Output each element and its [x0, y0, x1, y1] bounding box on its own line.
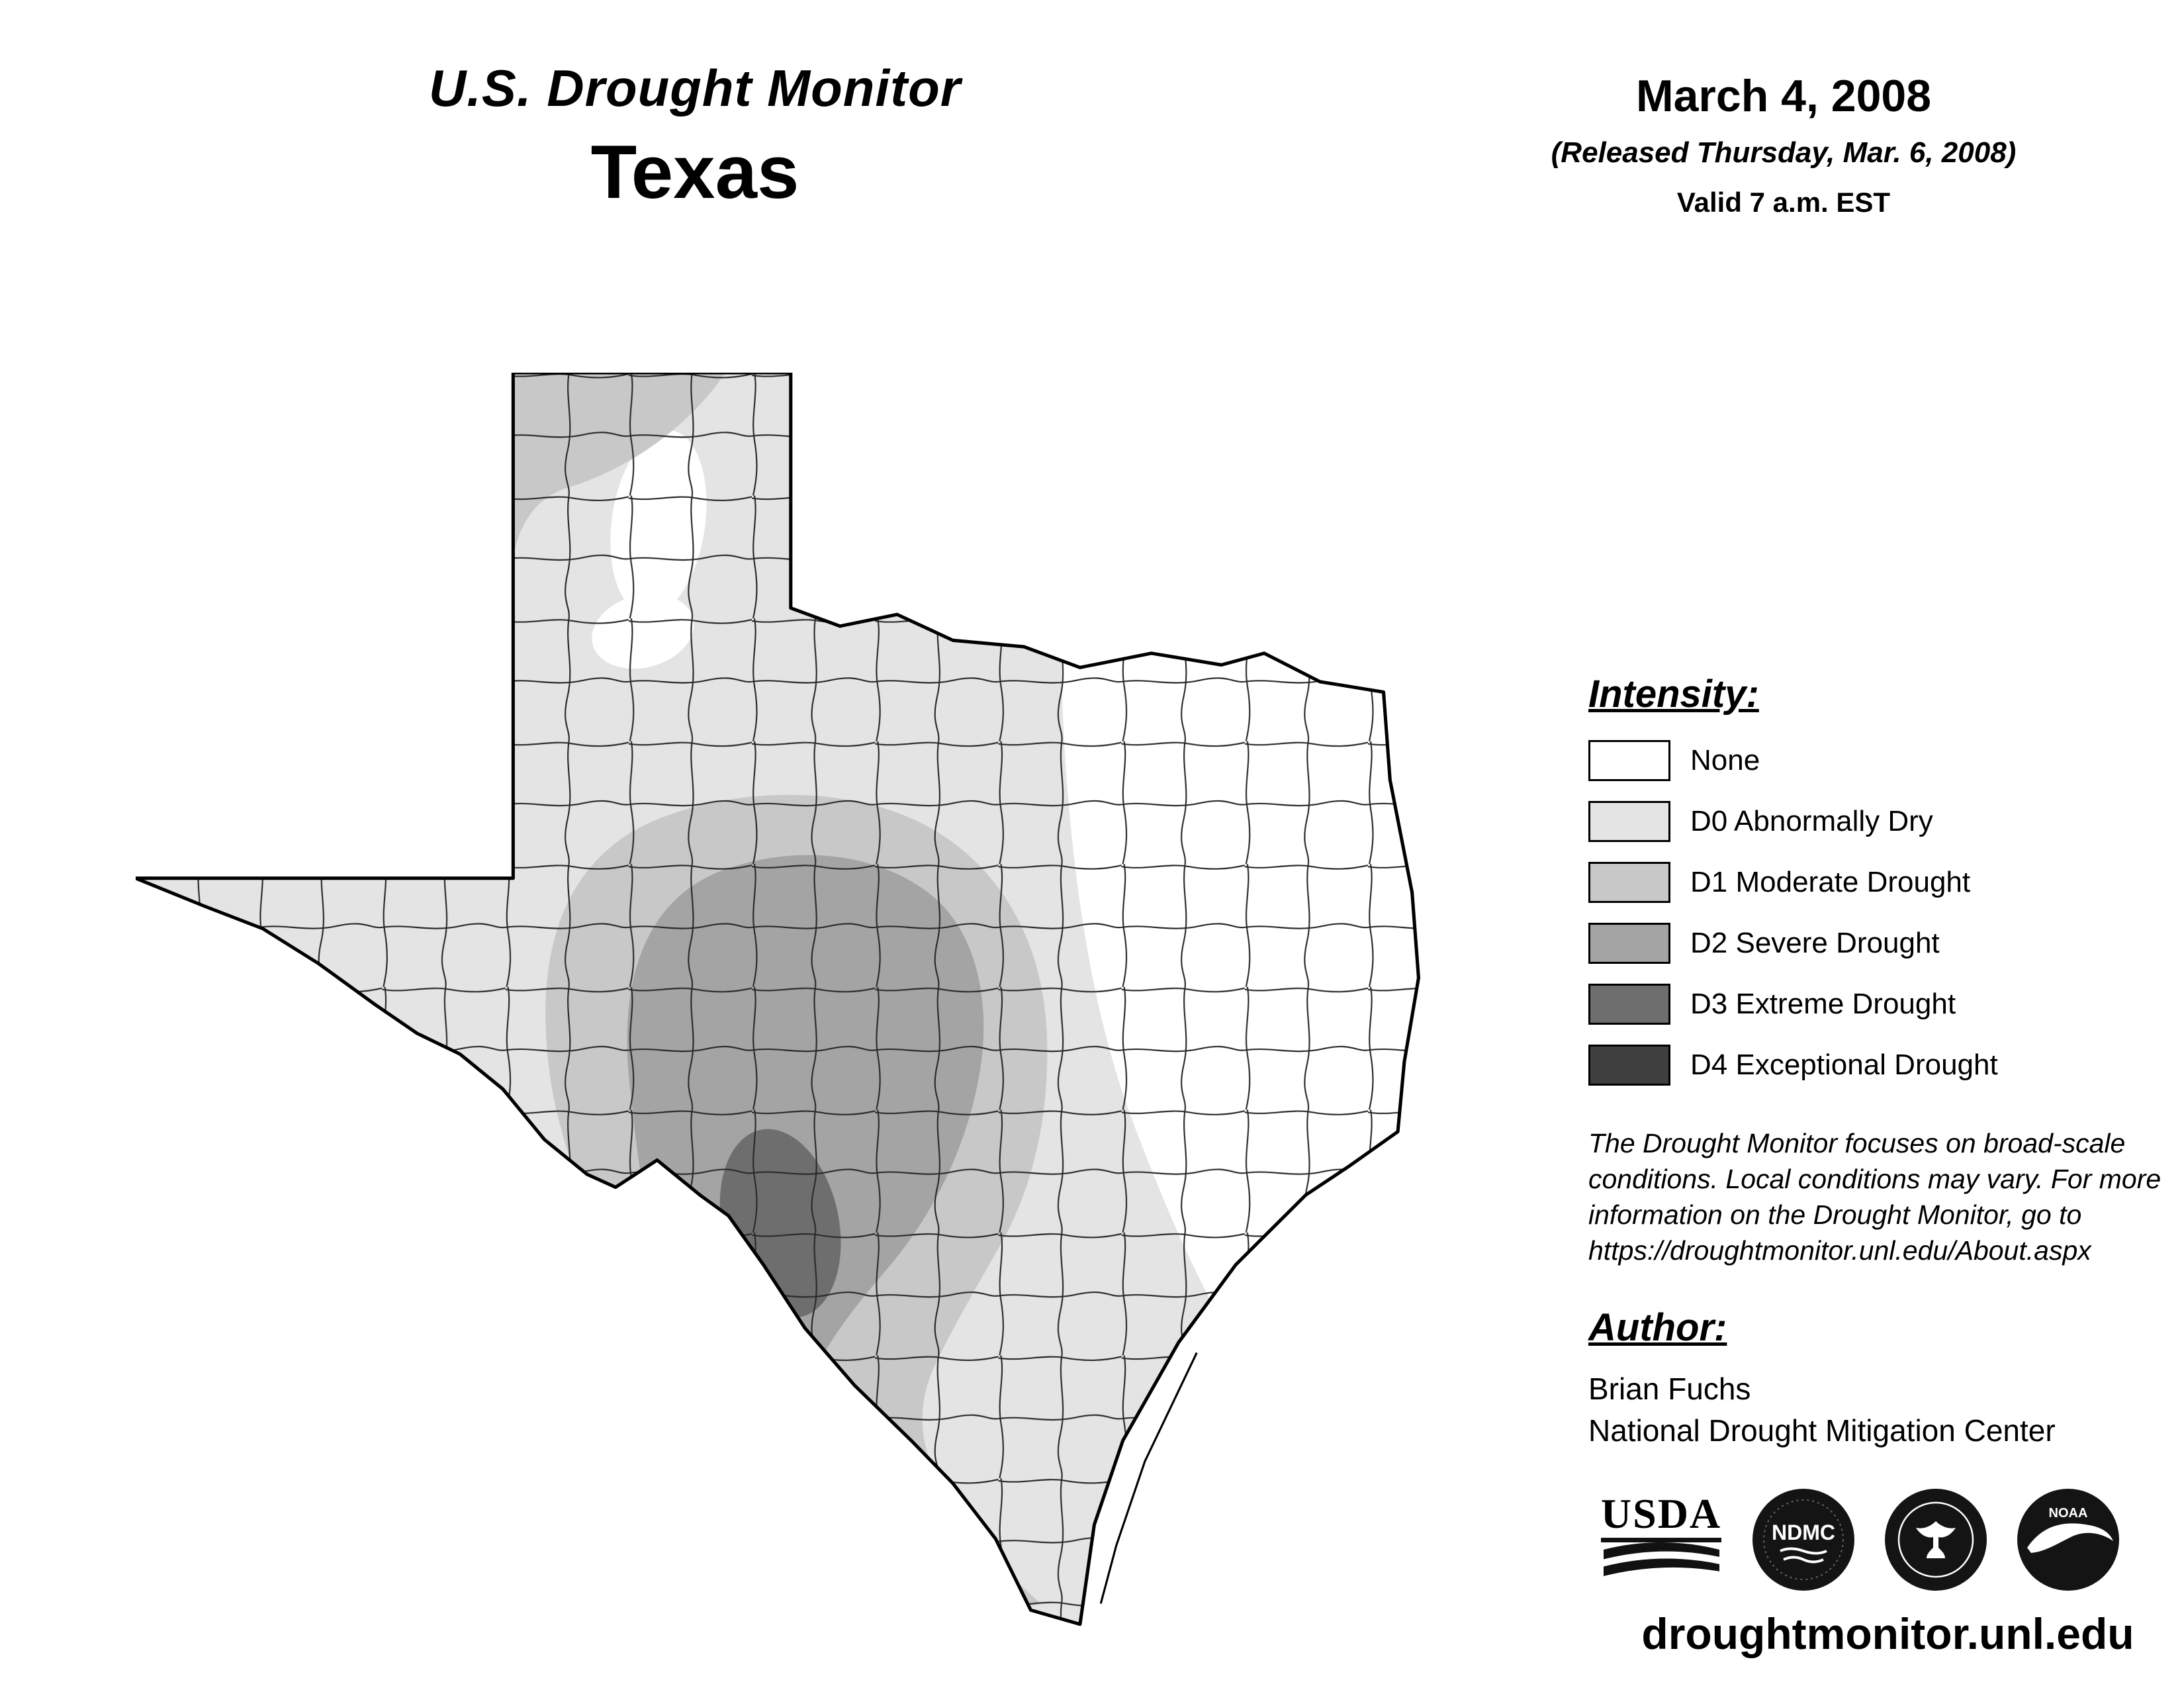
footer-url: droughtmonitor.unl.edu — [1641, 1609, 2134, 1658]
legend-label: None — [1690, 744, 1760, 776]
legend-heading: Intensity: — [1588, 673, 1759, 716]
logos-row: USDA NDMC NOAA — [1598, 1481, 2184, 1597]
county-grid — [136, 373, 1419, 1624]
author-block: Author: Brian Fuchs National Drought Mit… — [1588, 1305, 2184, 1452]
legend-label: D3 Extreme Drought — [1690, 988, 1956, 1020]
legend-swatch-d1 — [1588, 862, 1670, 903]
legend-swatch-d3 — [1588, 984, 1670, 1025]
legend-label: D2 Severe Drought — [1690, 927, 1940, 959]
texas-drought-map — [136, 373, 1433, 1645]
noaa-gull-icon — [2027, 1523, 2113, 1553]
valid-time: Valid 7 a.m. EST — [1676, 187, 1891, 218]
legend-item-d2: D2 Severe Drought — [1588, 923, 2184, 964]
texas-map-svg — [136, 373, 1420, 1626]
barrier-island-line — [1099, 1352, 1198, 1604]
date-block: March 4, 2008 (Released Thursday, Mar. 6… — [1423, 70, 2144, 218]
author-name: Brian Fuchs — [1588, 1372, 1751, 1406]
noaa-logo-text: NOAA — [2049, 1506, 2088, 1521]
author-heading: Author: — [1588, 1306, 1727, 1349]
intensity-legend: Intensity: None D0 Abnormally Dry D1 Mod… — [1588, 672, 2184, 1105]
noaa-logo: NOAA — [2017, 1488, 2119, 1591]
ndmc-logo: NDMC — [1752, 1488, 1854, 1591]
legend-swatch-d2 — [1588, 923, 1670, 964]
usda-logo-text: USDA — [1600, 1492, 1722, 1542]
report-title: U.S. Drought Monitor — [428, 59, 962, 117]
disclaimer-text: The Drought Monitor focuses on broad-sca… — [1588, 1128, 2161, 1266]
legend-item-d3: D3 Extreme Drought — [1588, 984, 2184, 1025]
map-date: March 4, 2008 — [1635, 71, 1932, 121]
region-title: Texas — [590, 130, 799, 214]
texas-outline — [136, 373, 1420, 1626]
eagle-icon — [1916, 1521, 1956, 1558]
legend-label: D0 Abnormally Dry — [1690, 805, 1933, 837]
title-block: U.S. Drought Monitor Texas — [165, 58, 1224, 216]
author-org: National Drought Mitigation Center — [1588, 1413, 2056, 1448]
legend-swatch-none — [1588, 740, 1670, 781]
legend-label: D1 Moderate Drought — [1690, 866, 1971, 898]
release-date: (Released Thursday, Mar. 6, 2008) — [1551, 136, 2017, 169]
legend-label: D4 Exceptional Drought — [1690, 1049, 1998, 1081]
usda-swoosh-icon — [1603, 1542, 1719, 1576]
legend-item-d1: D1 Moderate Drought — [1588, 862, 2184, 903]
commerce-eagle-logo — [1885, 1488, 1987, 1591]
legend-item-d0: D0 Abnormally Dry — [1588, 801, 2184, 842]
usda-logo: USDA — [1598, 1492, 1724, 1587]
legend-item-none: None — [1588, 740, 2184, 781]
ndmc-logo-text: NDMC — [1772, 1521, 1835, 1544]
legend-swatch-d4 — [1588, 1045, 1670, 1086]
legend-swatch-d0 — [1588, 801, 1670, 842]
legend-item-d4: D4 Exceptional Drought — [1588, 1045, 2184, 1086]
